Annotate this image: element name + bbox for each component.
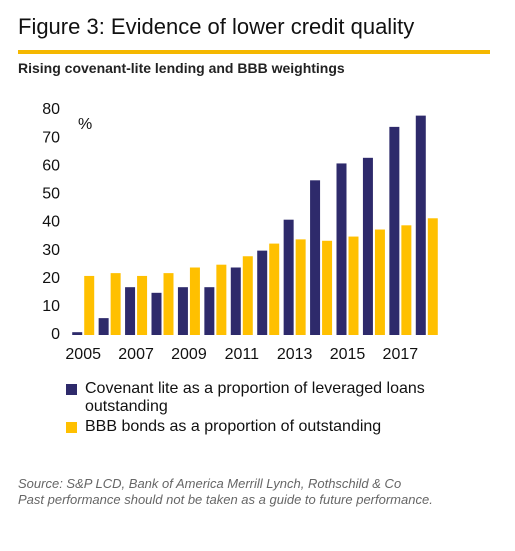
source-line: Past performance should not be taken as … bbox=[18, 492, 433, 507]
y-tick-label: 60 bbox=[42, 157, 60, 174]
bar bbox=[72, 332, 83, 335]
y-tick-label: 40 bbox=[42, 214, 60, 231]
bar bbox=[216, 264, 227, 335]
bar bbox=[310, 180, 321, 335]
y-tick-label: 30 bbox=[42, 242, 60, 259]
y-tick-label: 10 bbox=[42, 298, 60, 315]
chart-subtitle: Rising covenant-lite lending and BBB wei… bbox=[18, 60, 345, 76]
bar bbox=[230, 267, 241, 335]
bar bbox=[374, 229, 385, 335]
bar bbox=[348, 236, 359, 335]
chart: % 0 10 20 30 40 50 60 70 80 2005 2007 2009 2011 2013 2… bbox=[42, 101, 438, 363]
y-tick-label: 0 bbox=[51, 326, 60, 343]
bar bbox=[163, 273, 174, 335]
bar bbox=[283, 219, 294, 335]
bar bbox=[189, 267, 200, 335]
bar bbox=[110, 273, 121, 335]
bar bbox=[177, 287, 188, 335]
bar bbox=[389, 126, 400, 335]
x-tick-label: 2015 bbox=[330, 346, 366, 363]
bar bbox=[322, 240, 333, 335]
source: Source: S&P LCD, Bank of America Merrill… bbox=[18, 476, 488, 508]
bar bbox=[401, 225, 412, 335]
bar bbox=[98, 318, 109, 335]
y-tick-label: 50 bbox=[42, 186, 60, 203]
y-tick-label: 70 bbox=[42, 129, 60, 146]
bar bbox=[415, 115, 426, 335]
x-tick-label: 2007 bbox=[118, 346, 154, 363]
legend-item: BBB bonds as a proportion of outstanding bbox=[66, 418, 446, 436]
x-tick-label: 2009 bbox=[171, 346, 207, 363]
bar bbox=[84, 275, 95, 335]
chart-title: Figure 3: Evidence of lower credit quali… bbox=[18, 14, 415, 39]
bar bbox=[269, 243, 280, 335]
legend-label: Covenant lite as a proportion of leverag… bbox=[85, 380, 425, 415]
title-rule bbox=[18, 50, 490, 54]
legend-swatch bbox=[66, 384, 77, 395]
bar bbox=[137, 275, 148, 335]
legend-label: BBB bonds as a proportion of outstanding bbox=[85, 418, 382, 435]
bar bbox=[362, 157, 373, 335]
source-line: Source: S&P LCD, Bank of America Merrill… bbox=[18, 476, 402, 491]
y-tick-label: 80 bbox=[42, 101, 60, 118]
legend-swatch bbox=[66, 422, 77, 433]
legend: Covenant lite as a proportion of leverag… bbox=[66, 380, 446, 438]
y-axis-label: % bbox=[78, 116, 92, 133]
bar bbox=[295, 239, 306, 335]
bar bbox=[204, 287, 215, 335]
bar bbox=[257, 250, 268, 335]
x-tick-label: 2017 bbox=[383, 346, 419, 363]
bar bbox=[125, 287, 136, 335]
x-tick-label: 2013 bbox=[277, 346, 313, 363]
bar bbox=[427, 218, 438, 335]
legend-item: Covenant lite as a proportion of leverag… bbox=[66, 380, 446, 416]
x-tick-label: 2005 bbox=[65, 346, 101, 363]
bar bbox=[336, 163, 347, 335]
bar bbox=[242, 256, 253, 335]
y-tick-label: 20 bbox=[42, 270, 60, 287]
bar bbox=[151, 292, 162, 335]
x-tick-label: 2011 bbox=[225, 346, 260, 363]
